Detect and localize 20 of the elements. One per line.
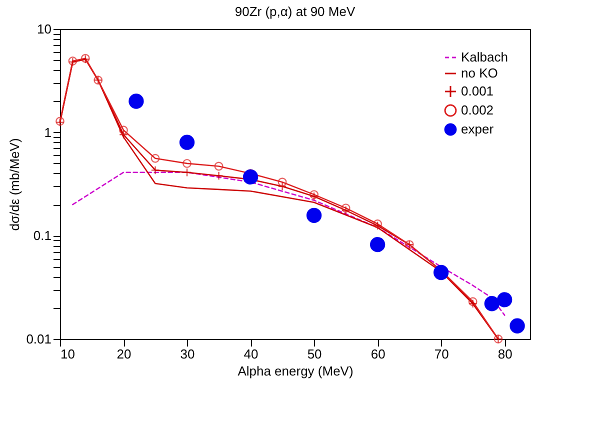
x-tick-label: 70 [434,346,449,362]
x-tick-label: 40 [244,346,258,362]
legend-label: Kalbach [461,50,508,64]
y-tick-label: 0.1 [33,228,52,244]
legend-label: no KO [461,66,498,80]
y-axis-title: dσ/dε (mb/MeV) [7,138,22,231]
x-tick-label: 50 [307,346,322,362]
y-tick-label: 0.01 [26,332,52,346]
legend-label: 0.001 [461,84,494,98]
legend-label: exper [461,122,494,136]
y-tick-label: 10 [37,22,52,36]
x-tick-label: 80 [498,346,512,362]
x-tick-label: 20 [116,346,132,362]
x-tick-label: 10 [60,346,75,362]
x-tick-label: 30 [180,346,195,362]
x-tick-label: 60 [370,346,386,362]
y-tick-label: 1 [44,124,52,140]
legend-label: 0.002 [461,102,494,118]
chart-title: 90Zr (p,α) at 90 MeV [234,4,356,19]
x-axis-title: Alpha energy (MeV) [238,364,354,378]
